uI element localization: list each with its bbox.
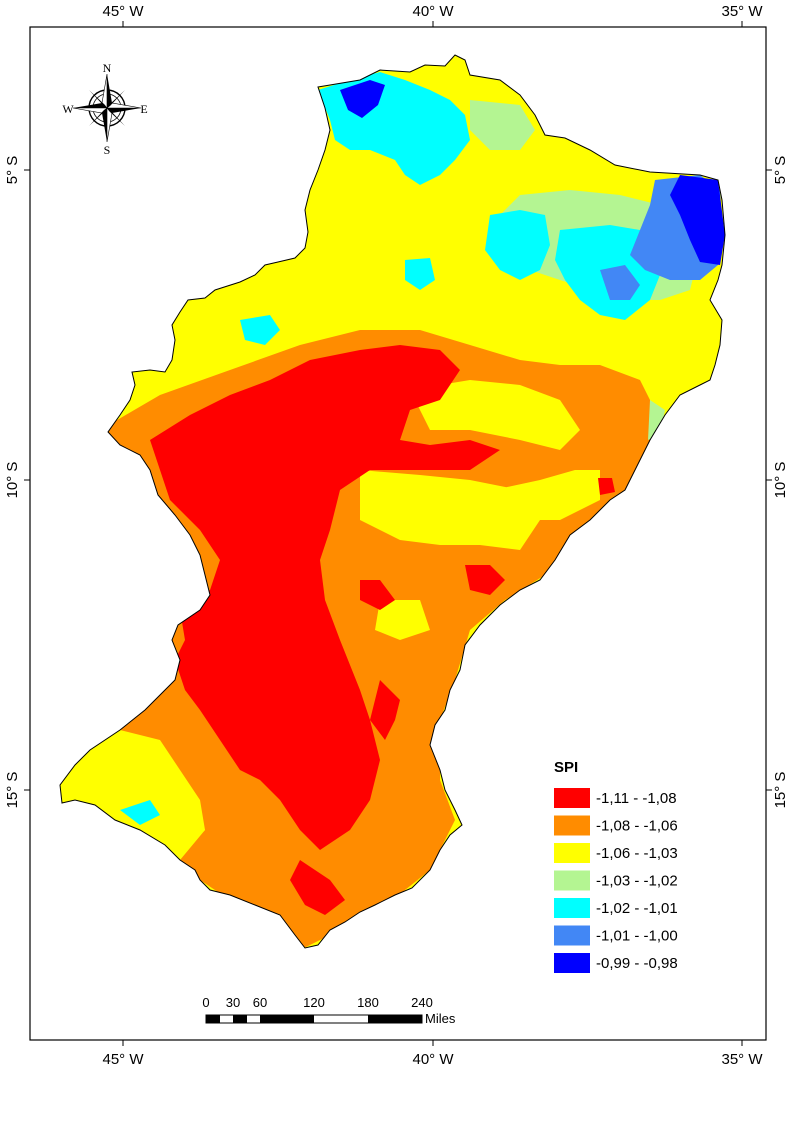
scale-tick-label: 30 — [226, 995, 240, 1010]
scale-segment — [260, 1015, 314, 1023]
legend-label: -1,06 - -1,03 — [596, 845, 678, 862]
scale-tick-label: 60 — [253, 995, 267, 1010]
axis-bottom-label: 45° W — [102, 1051, 144, 1068]
scale-bar: 0 30 60 120 180 240 Miles — [202, 995, 455, 1026]
legend-title: SPI — [554, 759, 578, 776]
scale-segment — [233, 1015, 247, 1023]
spi-zone-red — [150, 345, 615, 915]
legend-swatch — [554, 870, 590, 891]
axis-left-label: 10° S — [4, 462, 21, 499]
axis-left-label: 5° S — [4, 156, 21, 185]
scale-tick-label: 0 — [202, 995, 209, 1010]
legend-label: -1,11 - -1,08 — [596, 790, 677, 807]
scale-segment — [368, 1015, 422, 1023]
legend-swatch — [554, 788, 590, 808]
axis-top-label: 35° W — [721, 3, 763, 20]
scale-unit: Miles — [425, 1011, 456, 1026]
spi-zone-midblue — [345, 90, 722, 300]
scale-segment — [206, 1015, 220, 1023]
axis-bottom-label: 35° W — [721, 1051, 763, 1068]
spi-zone-cyan — [120, 72, 660, 825]
axis-right-label: 10° S — [772, 462, 789, 499]
frame-ticks — [24, 21, 772, 1046]
compass-s: S — [104, 143, 111, 157]
compass-n: N — [103, 61, 112, 75]
axis-top-label: 45° W — [102, 3, 144, 20]
compass-e: E — [140, 102, 147, 116]
legend-swatch — [554, 925, 590, 946]
axis-left-label: 15° S — [4, 772, 21, 809]
compass-w: W — [62, 102, 74, 116]
spi-zone-yellow-inner — [60, 380, 600, 855]
axis-right-label: 5° S — [772, 156, 789, 185]
legend-swatch — [554, 815, 590, 836]
axis-right-label: 15° S — [772, 772, 789, 809]
legend: SPI -1,11 - -1,08 -1,08 - -1,06 -1,06 - -1… — [554, 759, 678, 973]
spi-zone-darkblue — [340, 80, 725, 265]
axis-top-label: 40° W — [412, 3, 454, 20]
scale-tick-label: 120 — [303, 995, 325, 1010]
north-arrow-icon: N S E W — [62, 61, 147, 157]
legend-swatch — [554, 843, 590, 863]
axis-bottom-label: 40° W — [412, 1051, 454, 1068]
legend-label: -1,08 - -1,06 — [596, 818, 678, 835]
legend-swatch — [554, 898, 590, 918]
scale-tick-label: 240 — [411, 995, 433, 1010]
scale-tick-label: 180 — [357, 995, 379, 1010]
legend-label: -1,01 - -1,00 — [596, 928, 678, 945]
legend-label: -1,03 - -1,02 — [596, 873, 678, 890]
legend-label: -0,99 - -0,98 — [596, 955, 678, 972]
legend-swatch — [554, 953, 590, 973]
legend-label: -1,02 - -1,01 — [596, 900, 678, 917]
